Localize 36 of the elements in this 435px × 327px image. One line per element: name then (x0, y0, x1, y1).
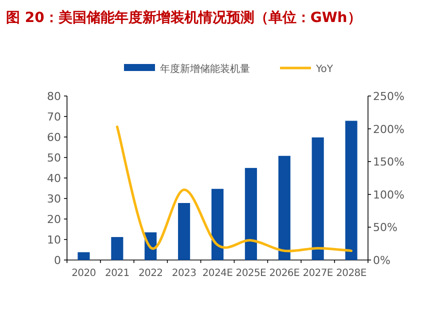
y-tick-label: 40 (47, 172, 61, 185)
x-tick-label: 2026E (269, 268, 300, 279)
bar (178, 203, 190, 260)
x-tick-label: 2024E (202, 268, 233, 279)
y-tick-label: 0 (54, 254, 61, 267)
y-tick-label: 70 (47, 110, 61, 124)
bar (211, 188, 224, 260)
bar (345, 120, 358, 260)
line-series (116, 126, 353, 252)
y-tick-label: 60 (47, 131, 61, 144)
y-tick-label: 80 (47, 90, 61, 103)
bar (244, 168, 257, 260)
y-tick-label: 10 (47, 234, 61, 246)
y2-tick-label: 100% (373, 188, 404, 202)
y2-tick-label: 0% (373, 254, 390, 267)
x-tick-label: 2022 (138, 268, 163, 279)
legend-label: 年度新增储能装机量 (160, 63, 250, 75)
y-tick-label: 20 (47, 213, 61, 226)
x-tick-label: 2025E (236, 268, 266, 279)
x-tick-label: 2023 (172, 268, 196, 279)
bar (312, 137, 324, 260)
y2-tick-label: 50% (373, 221, 398, 234)
bar (278, 156, 290, 260)
x-tick-label: 2021 (105, 268, 130, 279)
chart-title: 图 20：美国储能年度新增装机情况预测（单位：GWh） (6, 9, 362, 26)
x-tick-label: 2028E (336, 268, 366, 279)
bar (111, 237, 124, 260)
y2-tick-label: 150% (373, 156, 404, 169)
bar (78, 252, 90, 260)
y-tick-label: 50 (47, 152, 61, 164)
x-tick-label: 2020 (72, 268, 96, 279)
y-tick-label: 30 (47, 192, 61, 206)
x-tick-label: 2027E (302, 268, 333, 279)
y2-tick-label: 250% (373, 90, 404, 103)
y2-tick-label: 200% (373, 122, 404, 136)
legend-label: YoY (315, 64, 334, 75)
